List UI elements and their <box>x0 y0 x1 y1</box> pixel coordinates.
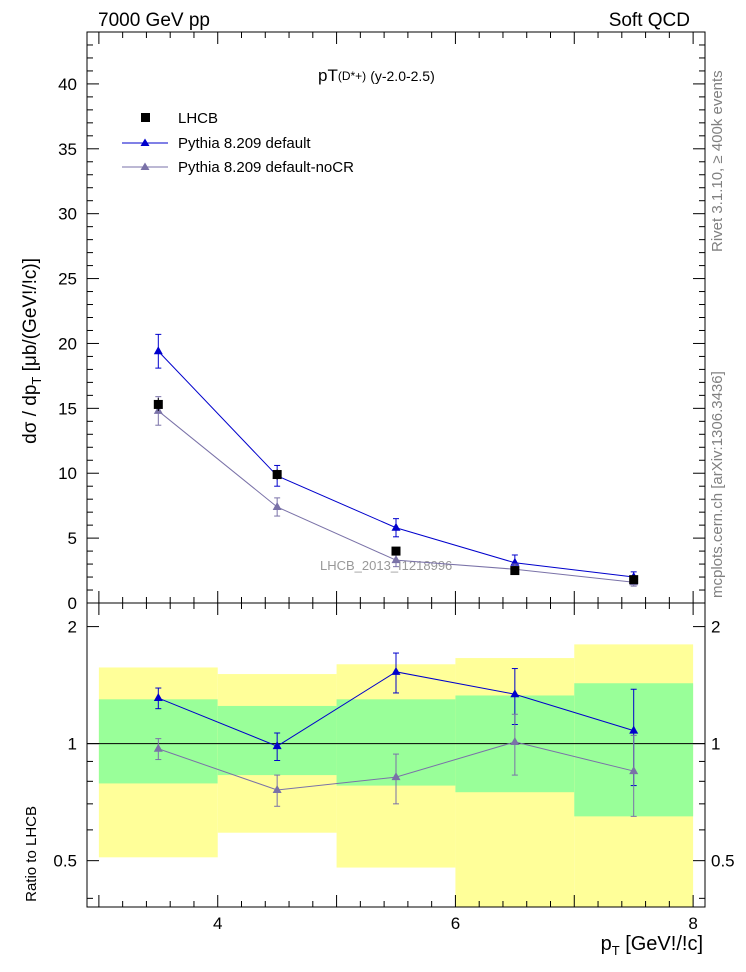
ratio-point <box>629 725 639 734</box>
data-point <box>272 470 282 480</box>
ratio-x-tick-label: 6 <box>451 914 460 933</box>
watermark: LHCB_2013_I1218996 <box>320 558 452 573</box>
main-point <box>153 346 163 355</box>
legend-label-lhcb: LHCB <box>178 110 218 127</box>
main-point <box>272 501 282 510</box>
main-y-tick-label: 10 <box>58 464 77 483</box>
main-y-tick-label: 0 <box>68 594 77 613</box>
x-axis-label-unit: [GeV!/!c] <box>620 933 703 955</box>
ratio-point <box>272 784 282 793</box>
ratio-point <box>510 736 520 745</box>
ratio-x-tick-label: 8 <box>688 914 697 933</box>
main-y-label-subscript: T <box>29 377 44 385</box>
main-y-tick-label: 35 <box>58 140 77 159</box>
data-point <box>391 546 401 556</box>
x-axis-label-text: p <box>601 933 612 955</box>
ratio-y-tick-label-right: 0.5 <box>711 852 735 871</box>
ratio-point <box>391 772 401 781</box>
data-point <box>510 566 520 576</box>
legend-label-default: Pythia 8.209 default <box>178 135 311 152</box>
ratio-y-tick-label: 1 <box>68 735 77 754</box>
data-point <box>153 399 163 409</box>
legend-marker-nocr <box>140 162 150 170</box>
ratio-frame <box>86 602 706 908</box>
data-point <box>629 575 639 585</box>
main-y-tick-label: 40 <box>58 75 77 94</box>
ratio-x-axis: 4 6 8 <box>98 603 698 933</box>
legend: LHCB Pythia 8.209 default Pythia 8.209 d… <box>122 110 354 176</box>
x-axis-label-subscript: T <box>612 943 620 958</box>
main-point <box>391 522 401 531</box>
ratio-point <box>391 666 401 675</box>
main-y-tick-label: 25 <box>58 270 77 289</box>
ratio-y-tick-label-right: 1 <box>711 735 720 754</box>
main-series-line <box>157 350 634 578</box>
plot-title-main: pT <box>318 66 338 85</box>
main-y-label-text: dσ / dp <box>20 385 41 444</box>
rivet-label: Rivet 3.1.10, ≥ 400k events <box>709 70 726 252</box>
ratio-point <box>153 743 163 752</box>
ratio-panel: 0.5 0.5 1 1 2 2 4 6 8 Ratio to LHCB pT [GeV!/!c… <box>23 602 735 958</box>
ratio-y-tick-label-right: 2 <box>711 618 720 637</box>
main-y-tick-label: 30 <box>58 205 77 224</box>
ratio-y-axis: 0.5 0.5 1 1 2 2 <box>53 618 735 899</box>
main-point <box>391 555 401 564</box>
main-y-tick-label: 20 <box>58 334 77 353</box>
main-y-label-unit: [μb/(GeV!/!c)] <box>20 258 41 377</box>
header-left: 7000 GeV pp <box>98 10 210 31</box>
ratio-point <box>510 689 520 698</box>
ratio-point <box>629 766 639 775</box>
ratio-y-label: Ratio to LHCB <box>23 806 40 902</box>
plot-title-sub: (D*+) <box>338 69 366 83</box>
main-y-axis: 0 5 10 15 20 25 30 35 40 <box>58 31 705 613</box>
x-axis-label: pT [GeV!/!c] <box>601 933 703 958</box>
main-panel: 0 5 10 15 20 25 30 35 40 LHCB_2013_I1218996 pT(D… <box>20 31 706 613</box>
legend-marker-lhcb <box>141 113 150 122</box>
ratio-y-tick-label: 2 <box>68 618 77 637</box>
main-y-label: dσ / dpT [μb/(GeV!/!c)] <box>20 258 44 444</box>
ratio-series <box>153 652 639 817</box>
ratio-point <box>153 693 163 702</box>
ratio-x-tick-label: 4 <box>213 914 222 933</box>
header-right: Soft QCD <box>609 10 690 31</box>
ratio-y-tick-label: 0.5 <box>53 852 77 871</box>
ratio-point <box>272 741 282 750</box>
main-y-tick-label: 15 <box>58 399 77 418</box>
legend-marker-default <box>140 138 150 146</box>
plot-title: pT(D*+) (y-2.0-2.5) <box>318 66 435 85</box>
main-y-tick-label: 5 <box>68 529 77 548</box>
plot-title-rest: (y-2.0-2.5) <box>370 68 435 84</box>
legend-label-nocr: Pythia 8.209 default-noCR <box>178 159 354 176</box>
main-x-axis <box>98 32 694 603</box>
mcplots-label: mcplots.cern.ch [arXiv:1306.3436] <box>709 371 726 598</box>
main-series <box>153 333 639 587</box>
